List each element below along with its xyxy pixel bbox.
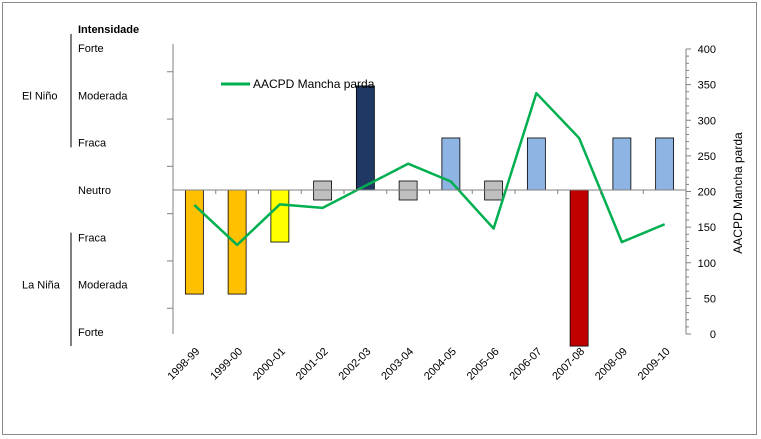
bar-2006-07 bbox=[526, 137, 546, 191]
bar-2002-03 bbox=[355, 85, 375, 191]
labels: Intensidade AACPD Mancha parda Forte Mode… bbox=[22, 24, 745, 383]
left-tick-label: Moderada bbox=[78, 280, 128, 292]
right-tick-label: 50 bbox=[704, 293, 716, 305]
left-axis-title: Intensidade bbox=[78, 24, 139, 36]
right-tick-label: 250 bbox=[698, 151, 716, 163]
category-label: 2007-08 bbox=[550, 346, 587, 383]
category-label: 2008-09 bbox=[593, 346, 630, 383]
left-tick-label: Moderada bbox=[78, 90, 128, 102]
right-tick-label: 200 bbox=[698, 187, 716, 199]
left-group-label: La Niña bbox=[22, 280, 61, 292]
left-tick-label: Forte bbox=[78, 327, 104, 339]
bar-2009-10 bbox=[655, 137, 675, 191]
right-tick-label: 350 bbox=[698, 80, 716, 92]
bar-series bbox=[184, 85, 675, 347]
bar-2007-08 bbox=[569, 189, 589, 347]
category-label: 1999-00 bbox=[208, 346, 245, 383]
axes bbox=[70, 33, 691, 347]
category-label: 2009-10 bbox=[636, 346, 673, 383]
left-tick-label: Forte bbox=[78, 43, 104, 55]
category-label: 2000-01 bbox=[251, 346, 288, 383]
category-label: 2003-04 bbox=[379, 346, 416, 383]
bar-2000-01 bbox=[270, 189, 290, 243]
legend: AACPD Mancha parda bbox=[221, 77, 375, 91]
right-tick-label: 400 bbox=[698, 44, 716, 56]
category-label: 2002-03 bbox=[336, 346, 373, 383]
left-group-label: El Niño bbox=[22, 90, 57, 102]
chart-frame bbox=[2, 2, 757, 435]
category-label: 2005-06 bbox=[465, 346, 502, 383]
category-label: 2004-05 bbox=[422, 346, 459, 383]
legend-label: AACPD Mancha parda bbox=[253, 77, 375, 91]
left-tick-label: Fraca bbox=[78, 138, 107, 150]
bar-2008-09 bbox=[612, 137, 632, 191]
right-tick-label: 300 bbox=[698, 115, 716, 127]
category-label: 1998-99 bbox=[165, 346, 202, 383]
right-tick-label: 100 bbox=[698, 258, 716, 270]
line-series bbox=[193, 91, 666, 247]
left-tick-label: Neutro bbox=[78, 185, 111, 197]
right-tick-label: 150 bbox=[698, 222, 716, 234]
category-label: 2006-07 bbox=[507, 346, 544, 383]
line-aacpd-mancha-parda bbox=[193, 91, 666, 247]
right-axis-title: AACPD Mancha parda bbox=[731, 132, 745, 254]
bar-1999-00 bbox=[227, 189, 247, 295]
category-label: 2001-02 bbox=[294, 346, 331, 383]
left-tick-label: Fraca bbox=[78, 232, 107, 244]
right-tick-label: 0 bbox=[710, 329, 716, 341]
